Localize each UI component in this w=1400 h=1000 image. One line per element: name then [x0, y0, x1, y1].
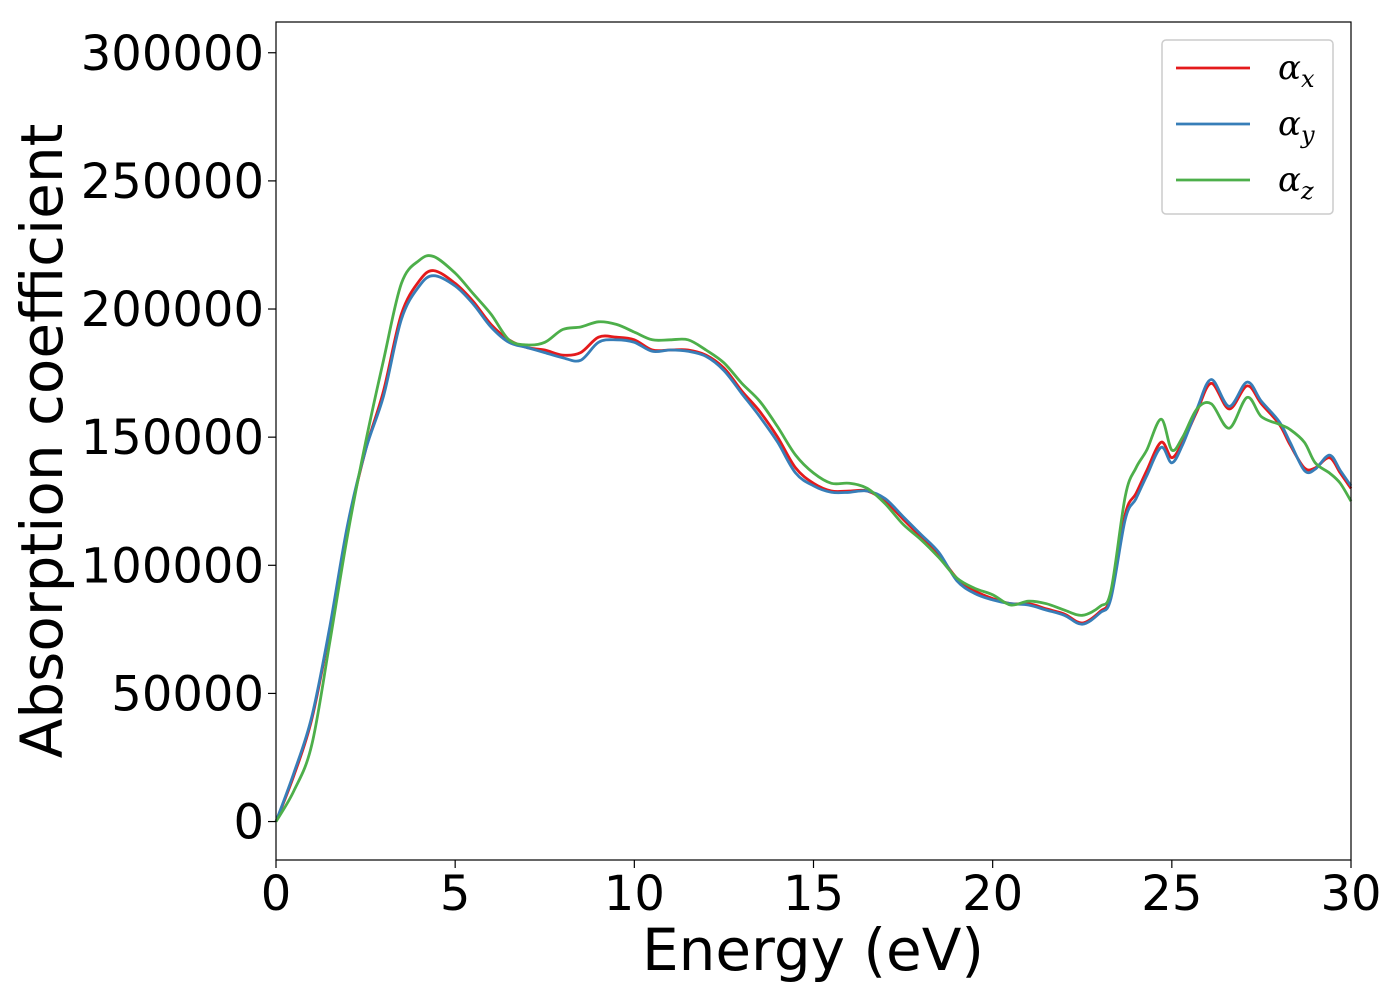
x-tick-label: 30 — [1320, 866, 1381, 922]
x-tick-label: 15 — [783, 866, 844, 922]
series-line-y — [274, 274, 1353, 823]
y-tick-label: 150000 — [81, 410, 264, 466]
legend-label-z: αz — [1278, 160, 1314, 205]
y-axis-label: Absorption coefficient — [8, 124, 76, 759]
legend-box — [1161, 39, 1334, 215]
x-tick-label: 5 — [440, 866, 471, 922]
y-tick-label: 200000 — [81, 282, 264, 338]
y-tick-label: 300000 — [81, 26, 264, 82]
y-axis: 0 50000 100000 150000 200000 250000 300000 — [81, 26, 276, 851]
y-tick-label: 250000 — [81, 154, 264, 210]
x-axis-label: Energy (eV) — [642, 916, 984, 984]
series-line-x — [274, 269, 1353, 823]
legend-label-x: αx — [1278, 48, 1315, 93]
x-tick-label: 10 — [604, 866, 665, 922]
series-layer — [274, 254, 1353, 823]
y-tick-label: 100000 — [81, 538, 264, 594]
y-tick-label: 0 — [233, 795, 264, 851]
x-axis: 0 5 10 15 20 25 30 — [261, 860, 1382, 922]
legend-label-y: αy — [1278, 104, 1315, 149]
x-tick-label: 25 — [1141, 866, 1202, 922]
y-tick-label: 50000 — [111, 666, 264, 722]
legend: αx αy αz — [1161, 39, 1334, 215]
series-line-z — [274, 254, 1353, 823]
x-tick-label: 0 — [261, 866, 292, 922]
x-tick-label: 20 — [962, 866, 1023, 922]
